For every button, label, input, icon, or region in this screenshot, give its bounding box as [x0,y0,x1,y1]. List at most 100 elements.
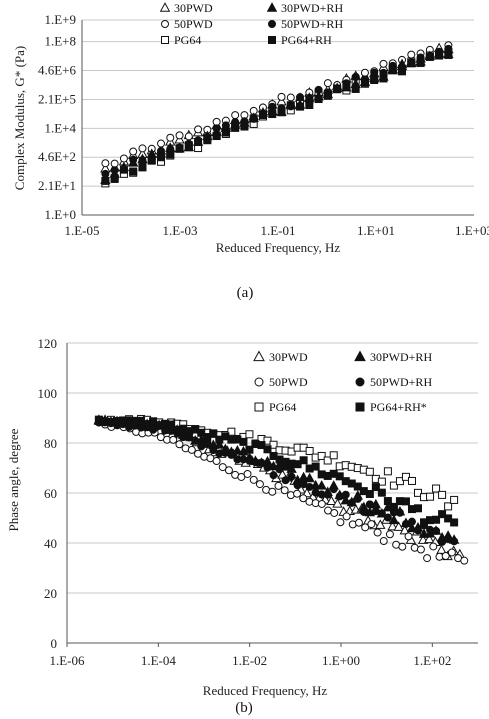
chart-b-point [268,487,277,496]
chart-a-point [166,150,175,159]
chart-b-y-tick-label: 100 [38,386,58,401]
chart-b-point [413,504,422,513]
chart-b-point [232,445,243,455]
chart-b-point [359,507,368,516]
chart-a-point [407,50,416,59]
chart-b-x-label: Reduced Frequency, Hz [203,683,328,698]
chart-b-point [316,480,327,490]
chart-a-x-tick-label: 1.E+03 [455,223,489,238]
chart-b-point [287,472,296,481]
chart-a-point [129,167,138,176]
chart-a-point [119,154,128,163]
chart-b-point [389,481,398,490]
chart-a-legend-label: 30PWD [174,1,213,15]
chart-b-point [353,494,362,503]
chart-a-y-tick-label: 2.1E+5 [38,91,76,106]
chart-a-point [379,59,388,68]
chart-a-point [184,141,193,150]
chart-b-legend-label: 50PWD+RH [370,375,432,389]
chart-a-point [166,133,175,142]
chart-b-point [330,508,339,517]
chart-a-point [314,85,323,94]
chart-b-point [269,440,278,449]
chart-b-point [197,428,206,437]
chart-b-point [385,530,394,539]
chart-a-y-label: Complex Modulus, G* (Pa) [12,46,27,190]
chart-b-point [255,480,264,489]
chart-b-legend-marker [254,402,264,412]
chart-a: 1.E+0 2.1E+1 4.6E+2 1.E+4 2.1E+5 4.6E+6 1.E+8 1… [12,1,489,301]
chart-b-y-tick-label: 80 [44,436,57,451]
chart-b-legend-label: 30PWD+RH [370,350,432,364]
chart-a-point [296,102,305,111]
chart-a-point [425,52,434,61]
chart-a-legend-marker [266,2,278,12]
chart-b-point [212,457,221,466]
chart-b-y-tick-label: 40 [44,536,57,551]
chart-b-point [407,517,416,526]
chart-b-point [426,492,435,501]
chart-a-point [323,91,332,100]
chart-b-point [383,513,392,522]
chart-b-point [245,445,254,454]
chart-a-point [138,144,147,153]
chart-b-point [424,533,435,544]
chart-b-point [438,490,447,499]
chart-a-legend-marker [268,36,276,44]
chart-a-point [110,166,119,175]
chart-b-point [447,548,456,557]
chart-a-point [157,153,166,162]
chart-a-point [157,139,166,148]
chart-b-point [377,477,386,486]
chart-a-point [268,102,277,111]
chart-b-point [371,483,380,492]
chart-b-point [416,545,425,554]
chart-a-point [286,101,295,110]
chart-a-caption: (a) [237,285,254,301]
chart-b-point [377,488,386,497]
chart-a-y-tick-label: 4.6E+6 [38,63,77,78]
chart-b-point [175,440,184,449]
chart-b-point [365,500,374,509]
chart-a-x-tick-label: 1.E-01 [260,223,295,238]
chart-b-point [377,509,386,518]
chart-a-point [305,93,314,102]
chart-b-point [436,544,447,554]
chart-b-point [332,498,343,508]
chart-a-legend-label: 50PWD [174,17,213,31]
chart-b-point [263,445,272,454]
chart-b-point [281,476,290,485]
chart-b-point [197,442,206,451]
chart-b-point [239,437,248,446]
chart-b-point [299,456,308,465]
chart-a-point [444,50,453,59]
chart-a-point [184,132,193,141]
chart-b-point [444,502,453,511]
chart-a-point [101,159,110,168]
chart-b-point [389,502,398,511]
chart-b-legend-label: PG64+RH* [370,400,427,414]
chart-b-point [441,552,450,561]
chart-b-point [388,514,400,525]
chart-b-point [299,494,308,503]
chart-b-point [444,514,453,523]
chart-b-point [209,446,218,455]
chart-b-point [227,427,236,436]
chart-a-point [231,111,240,120]
chart-b-legend-marker [253,350,265,362]
chart-b-point [329,485,338,494]
chart-a-point [203,136,212,145]
chart-b-point [286,463,297,473]
chart-a-y-tick-label: 1.E+4 [44,120,76,135]
chart-b-point [423,554,432,563]
chart-b-point [257,458,266,467]
chart-b-point [269,471,278,480]
chart-b-legend-label: 50PWD [269,375,308,389]
chart-a-point [333,84,342,93]
chart-b-point [274,481,283,490]
chart-b-point [275,465,284,474]
chart-a-point [101,169,110,178]
chart-a-x-tick-label: 1.E-05 [64,223,99,238]
chart-b-point [169,435,178,444]
chart-b-x-tick-label: 1.E-06 [49,653,85,668]
